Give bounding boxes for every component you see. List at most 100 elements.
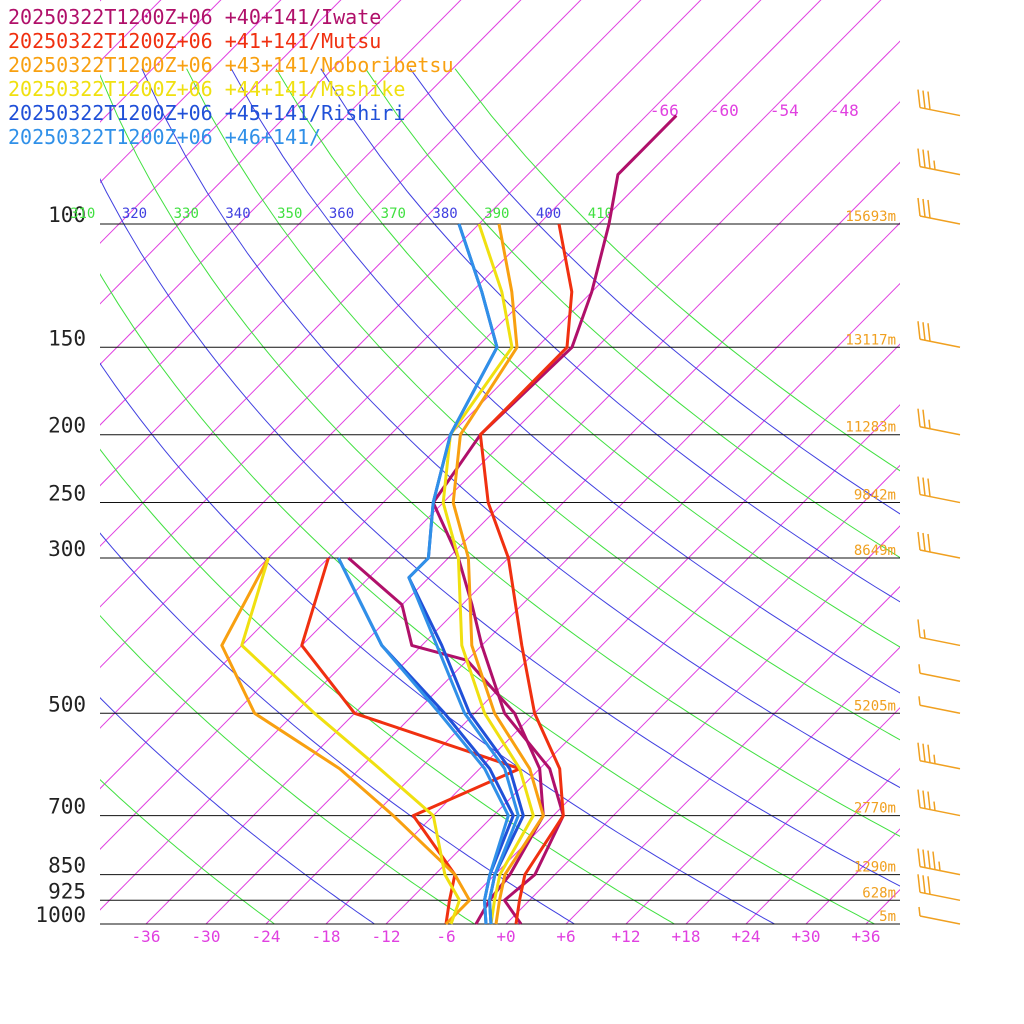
wind-barb [917, 476, 961, 504]
temp-tick-label: +12 [612, 927, 641, 946]
altitude-label-300: 8649m [854, 543, 896, 559]
legend-entry: 20250322T1200Z+06 +43+141/Noboribetsu [8, 53, 454, 77]
altitude-labels: 15693m 13117m 11283m 9842m 8649m 5205m 2770m 12… [845, 209, 896, 925]
upper-temp-label: -66 [650, 101, 679, 120]
temp-tick-label: +24 [732, 927, 761, 946]
dry-adiabat-290 [100, 448, 676, 924]
legend-entry: 20250322T1200Z+06 +41+141/Mutsu [8, 29, 381, 53]
dry-adiabat-280 [100, 532, 576, 924]
altitude-label-700: 2770m [854, 801, 896, 817]
isotherm-line [926, 0, 1024, 924]
dry-adiabat-250 [100, 779, 276, 924]
temp-tick-label: -12 [372, 927, 401, 946]
pressure-label-200: 200 [48, 414, 86, 438]
series-4-dewpoint-line [240, 557, 461, 925]
theta-label: 340 [225, 206, 250, 222]
wind-barb [917, 531, 961, 559]
isotherm-line [865, 888, 900, 924]
theta-label: 390 [484, 206, 509, 222]
series-2-temperature-line [478, 223, 574, 925]
series-2-dewpoint-line [300, 557, 522, 925]
theta-label: 380 [432, 206, 457, 222]
wind-barb [917, 742, 961, 770]
wind-barb [917, 408, 961, 436]
theta-label: 310 [70, 206, 95, 222]
pressure-label-850: 850 [48, 854, 86, 878]
altitude-label-200: 11283m [845, 420, 896, 436]
wind-barb [917, 197, 961, 225]
pressure-label-150: 150 [48, 326, 86, 350]
pressure-label-700: 700 [48, 795, 86, 819]
isotherm-line [100, 0, 222, 123]
sounding-series [220, 114, 678, 926]
isotherm-line [445, 464, 900, 924]
wind-barb [917, 848, 961, 876]
theta-label: 400 [536, 206, 561, 222]
temp-tick-label: -18 [312, 927, 341, 946]
wind-barb [917, 148, 961, 176]
pressure-label-1000: 1000 [35, 903, 86, 927]
wind-barb [917, 789, 961, 817]
upper-temperature-labels: -66 -60 -54 -48 [650, 101, 859, 120]
isotherm-line [505, 525, 900, 924]
dry-adiabat-320 [100, 178, 900, 887]
isotherm-line [100, 0, 402, 305]
dry-adiabat-390 [365, 68, 900, 559]
theta-label: 330 [174, 206, 199, 222]
upper-temp-label: -54 [770, 101, 799, 120]
isotherm-line [565, 585, 900, 924]
isotherm-line [205, 222, 900, 924]
isotherm-line [100, 0, 342, 244]
altitude-label-150: 13117m [845, 332, 896, 348]
legend-entry: 20250322T1200Z+06 +40+141/Iwate [8, 5, 381, 29]
altitude-label-500: 5205m [854, 698, 896, 714]
theta-label: 320 [122, 206, 147, 222]
wind-barbs [917, 89, 961, 925]
isotherm-line [745, 767, 900, 924]
temp-tick-label: +36 [852, 927, 881, 946]
altitude-label-250: 9842m [854, 488, 896, 504]
wind-barb [917, 874, 961, 902]
series-4-temperature-line [441, 223, 535, 925]
dry-adiabat-260 [100, 697, 376, 924]
wind-barb [917, 89, 961, 117]
legend: 20250322T1200Z+06 +40+141/Iwate20250322T… [8, 5, 454, 149]
upper-temp-label: -60 [710, 101, 739, 120]
series-3-temperature-line [451, 223, 545, 925]
theta-label: 410 [588, 206, 613, 222]
pressure-label-250: 250 [48, 482, 86, 506]
altitude-label-850: 1290m [854, 860, 896, 876]
altitude-label-100: 15693m [845, 209, 896, 225]
temp-tick-label: -36 [132, 927, 161, 946]
wind-barb [917, 321, 961, 348]
series-1-temperature-line [431, 114, 678, 925]
dry-adiabat-270 [100, 614, 476, 924]
series-3-dewpoint-line [220, 557, 471, 926]
temp-tick-label: -24 [252, 927, 281, 946]
temp-tick-label: +0 [496, 927, 515, 946]
pressure-label-925: 925 [48, 879, 86, 903]
legend-entry: 20250322T1200Z+06 +46+141/ [8, 125, 321, 149]
theta-label: 360 [329, 206, 354, 222]
series-6-temperature-line [407, 223, 520, 925]
wind-barb [918, 906, 961, 925]
isotherm-line [325, 343, 900, 924]
dry-adiabat-380 [320, 68, 900, 603]
temp-tick-label: -30 [192, 927, 221, 946]
temp-tick-label: +6 [556, 927, 575, 946]
legend-entry: 20250322T1200Z+06 +44+141/Mashike [8, 77, 405, 101]
upper-temp-label: -48 [830, 101, 859, 120]
theta-labels: 310 320 330 340 350 360 370 380 390 400 410 [70, 206, 613, 222]
series-6-dewpoint-line [337, 557, 510, 925]
dry-adiabat-310 [100, 273, 876, 924]
isotherm-line [625, 646, 900, 924]
isotherm-line [100, 0, 522, 426]
temp-tick-label: +18 [672, 927, 701, 946]
dry-adiabat-370 [275, 68, 900, 648]
isotherm-line [100, 0, 462, 366]
isotherm-line [685, 707, 900, 924]
isotherm-line [805, 828, 900, 924]
altitude-label-925: 628m [862, 885, 896, 901]
